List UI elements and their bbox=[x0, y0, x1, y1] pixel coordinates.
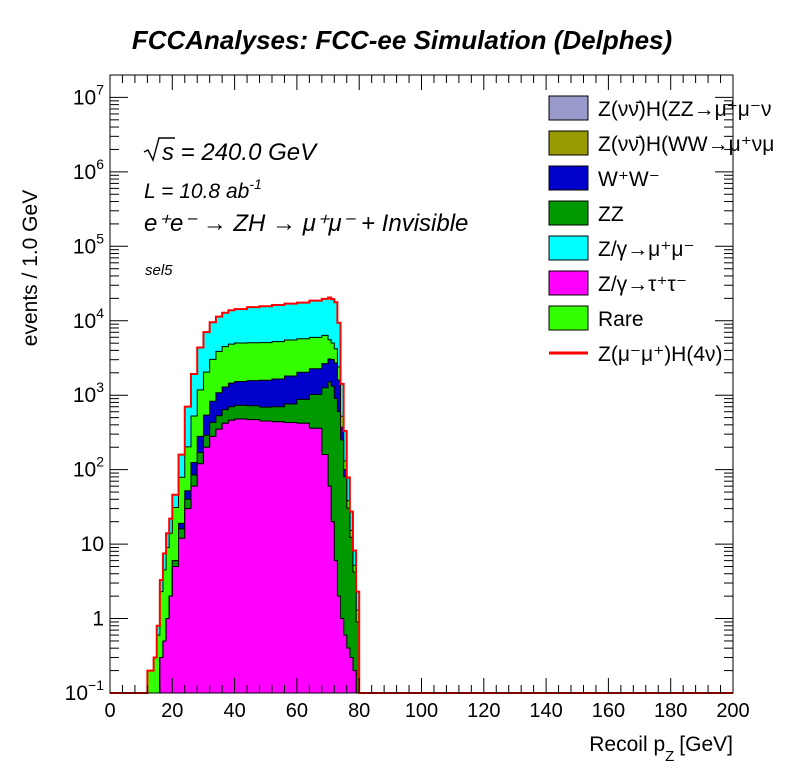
legend-label: ZZ bbox=[598, 203, 624, 226]
x-tick-label: 80 bbox=[348, 700, 370, 722]
x-axis-label-subscript: Z bbox=[665, 748, 674, 765]
legend: Z(νν̄)H(ZZ→μ⁺μ⁻ν Z(νν̄)H(WW→μ⁺νμ W⁺W⁻ ZZ Z/γ… bbox=[548, 95, 774, 366]
y-tick-label: 105 bbox=[73, 230, 104, 258]
legend-entry: W⁺W⁻ bbox=[548, 165, 660, 191]
luminosity-value: L = 10.8 ab bbox=[144, 180, 250, 203]
legend-label: Z(μ⁻μ⁺)H(4ν) bbox=[598, 343, 723, 366]
legend-label: Z(νν̄)H(WW→μ⁺νμ bbox=[598, 133, 774, 156]
legend-entry: Z(νν̄)H(WW→μ⁺νμ bbox=[548, 130, 774, 156]
stacked-histogram bbox=[146, 296, 360, 694]
x-axis: 0 20 40 60 80 100 120 140 160 180 200 bbox=[104, 75, 750, 722]
legend-entry: Rare bbox=[548, 305, 644, 331]
legend-label: Rare bbox=[598, 308, 644, 331]
legend-swatch bbox=[548, 165, 589, 191]
luminosity-label: L = 10.8 ab-1 bbox=[144, 176, 262, 203]
legend-swatch bbox=[548, 95, 589, 121]
sqrt-s-label: s = 240.0 GeV bbox=[162, 139, 318, 166]
legend-entry: Z(μ⁻μ⁺)H(4ν) bbox=[549, 343, 723, 366]
legend-swatch bbox=[548, 270, 589, 296]
annotations: s = 240.0 GeV L = 10.8 ab-1 e⁺e⁻ → ZH → … bbox=[143, 137, 468, 279]
legend-entry: Z/γ→μ⁺μ⁻ bbox=[548, 235, 695, 261]
x-axis-label-main: Recoil p bbox=[589, 733, 665, 756]
y-tick-label: 10−1 bbox=[65, 677, 105, 705]
legend-swatch bbox=[548, 305, 589, 331]
y-tick-label: 106 bbox=[73, 156, 104, 184]
stack-series-0 bbox=[147, 418, 360, 694]
x-tick-label: 120 bbox=[467, 700, 500, 722]
x-tick-label: 0 bbox=[104, 700, 115, 722]
signal-line-layer bbox=[110, 296, 733, 694]
legend-label: Z(νν̄)H(ZZ→μ⁺μ⁻ν bbox=[598, 98, 772, 121]
y-tick-label: 107 bbox=[73, 81, 104, 109]
legend-entry: ZZ bbox=[548, 200, 624, 226]
legend-swatch bbox=[548, 235, 589, 261]
legend-label: W⁺W⁻ bbox=[598, 168, 660, 191]
legend-swatch bbox=[548, 130, 589, 156]
process-label: e⁺e⁻ → ZH → μ⁺μ⁻ + Invisible bbox=[144, 210, 468, 237]
x-tick-label: 40 bbox=[223, 700, 245, 722]
y-tick-label: 104 bbox=[73, 305, 104, 333]
x-tick-label: 200 bbox=[716, 700, 749, 722]
signal-line bbox=[110, 296, 733, 694]
chart-title: FCCAnalyses: FCC-ee Simulation (Delphes) bbox=[132, 25, 672, 55]
y-tick-label: 102 bbox=[73, 454, 104, 482]
y-tick-label: 103 bbox=[73, 379, 104, 407]
x-axis-label-unit: [GeV] bbox=[679, 733, 733, 756]
y-tick-label: 1 bbox=[92, 608, 104, 631]
x-tick-label: 100 bbox=[405, 700, 438, 722]
x-axis-title: Recoil pZ [GeV] bbox=[589, 733, 733, 765]
sqrt-symbol bbox=[143, 137, 175, 162]
x-tick-label: 140 bbox=[529, 700, 562, 722]
legend-entry: Z(νν̄)H(ZZ→μ⁺μ⁻ν bbox=[548, 95, 772, 121]
legend-label: Z/γ→μ⁺μ⁻ bbox=[598, 238, 695, 261]
x-tick-label: 60 bbox=[286, 700, 308, 722]
legend-entry: Z/γ→τ⁺τ⁻ bbox=[548, 270, 687, 296]
legend-label: Z/γ→τ⁺τ⁻ bbox=[598, 273, 687, 296]
y-tick-label: 10 bbox=[81, 533, 104, 556]
luminosity-exponent: -1 bbox=[249, 176, 261, 192]
y-axis-title: events / 1.0 GeV bbox=[19, 190, 42, 346]
x-tick-label: 20 bbox=[161, 700, 183, 722]
selection-label: sel5 bbox=[145, 262, 173, 279]
x-tick-label: 160 bbox=[592, 700, 625, 722]
legend-swatch bbox=[548, 200, 589, 226]
x-tick-label: 180 bbox=[654, 700, 687, 722]
y-axis: 10−1 1 10 102 103 104 105 106 107 bbox=[65, 74, 733, 705]
